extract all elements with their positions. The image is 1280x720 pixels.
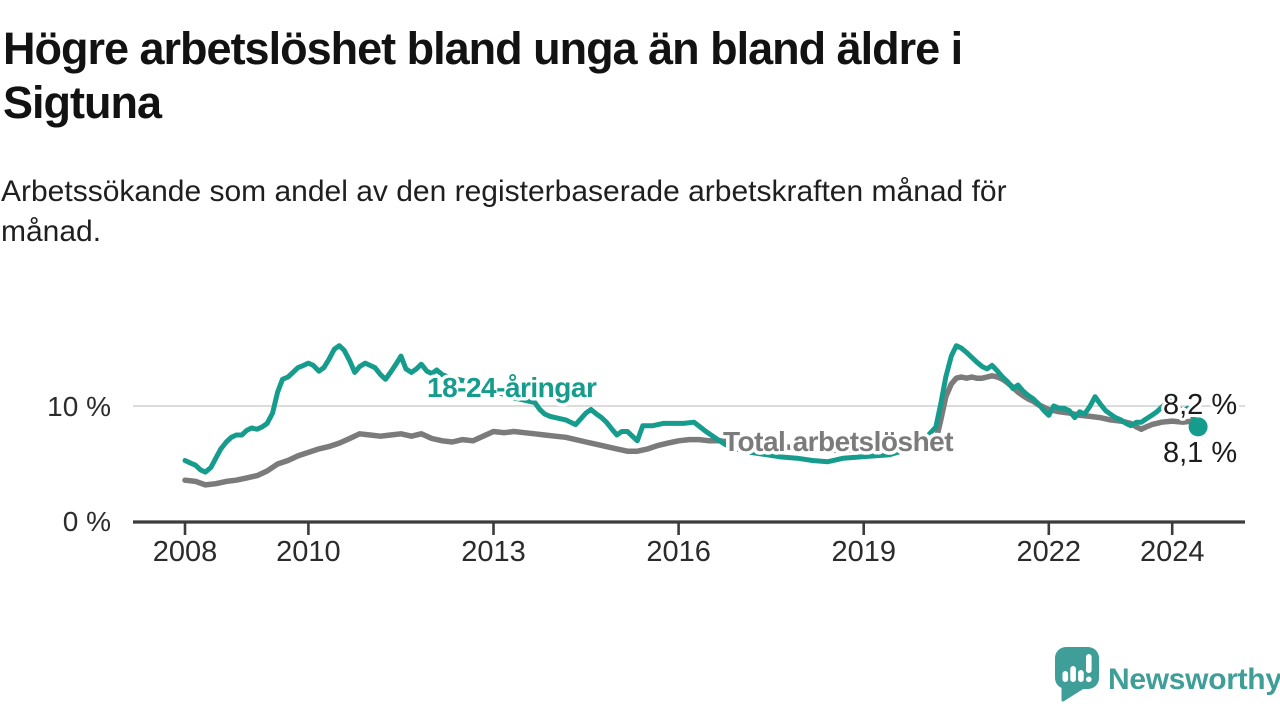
logo-bar-short xyxy=(1062,671,1069,682)
x-tick-label: 2010 xyxy=(276,536,341,568)
x-tick-label: 2013 xyxy=(461,536,526,568)
x-tick-label: 2022 xyxy=(1017,536,1082,568)
chart-subtitle-line1: Arbetssökande som andel av den registerb… xyxy=(1,175,1007,208)
logo-exclamation-stem xyxy=(1086,654,1092,673)
newsworthy-logo[interactable]: Newsworthy xyxy=(1055,647,1280,702)
chart-subtitle: Arbetssökande som andel av den registerb… xyxy=(1,172,1231,252)
y-tick-label-10: 10 % xyxy=(47,391,111,422)
logo-exclamation-dot xyxy=(1086,676,1092,683)
latest-point-dot xyxy=(1188,417,1208,437)
page-title: Högre arbetslöshet bland unga än bland ä… xyxy=(3,22,1243,130)
newsworthy-icon xyxy=(1055,647,1099,702)
x-axis-ticks: 2008 2010 2013 2016 2019 2022 2024 xyxy=(153,523,1205,568)
x-tick-label: 2016 xyxy=(646,536,711,568)
page-title-line2: Sigtuna xyxy=(3,77,162,128)
logo-bar-tall xyxy=(1078,670,1084,682)
series-line-total xyxy=(182,373,1201,488)
series-label-youth: 18-24-åringar xyxy=(427,372,597,403)
y-tick-label-0: 0 % xyxy=(63,506,111,537)
x-tick-label: 2024 xyxy=(1140,536,1205,568)
logo-bar-mid xyxy=(1070,666,1076,682)
end-value-label-total: 8,1 % xyxy=(1163,437,1237,469)
page-title-line1: Högre arbetslöshet bland unga än bland ä… xyxy=(3,23,963,74)
x-tick-label: 2019 xyxy=(831,536,896,568)
x-tick-label: 2008 xyxy=(153,536,218,568)
series-line-youth xyxy=(182,343,1201,475)
end-value-label-youth: 8,2 % xyxy=(1163,389,1237,421)
chart-header: Högre arbetslöshet bland unga än bland ä… xyxy=(3,22,1243,130)
chart-subtitle-line2: månad. xyxy=(1,215,102,248)
series-label-total: Total arbetslöshet xyxy=(723,426,953,457)
newsworthy-wordmark: Newsworthy xyxy=(1108,663,1280,696)
